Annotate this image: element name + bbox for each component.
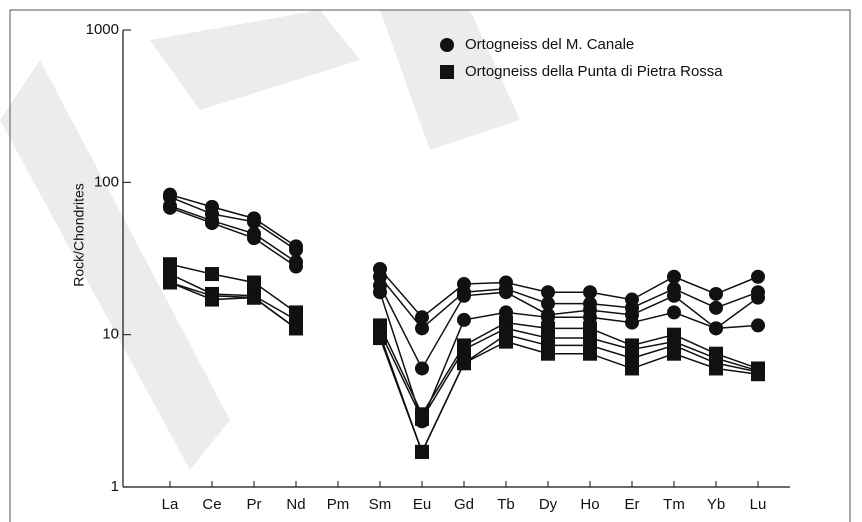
square-marker [289, 321, 303, 336]
square-marker [247, 290, 261, 305]
circle-marker [709, 286, 723, 301]
circle-marker [667, 288, 681, 303]
square-marker [415, 411, 429, 426]
legend-marker [440, 65, 454, 79]
y-axis-label: Rock/Chondrites [71, 183, 87, 287]
circle-marker [289, 259, 303, 274]
circle-marker [751, 290, 765, 305]
circle-marker [457, 288, 471, 303]
x-tick-label: Ce [202, 496, 221, 513]
circle-marker [541, 296, 555, 311]
x-tick-label: Eu [413, 496, 431, 513]
series-line [169, 273, 759, 421]
square-marker [247, 275, 261, 290]
circle-marker [163, 200, 177, 215]
y-tick-label: 1 [111, 478, 119, 495]
x-tick-label: Tm [663, 496, 685, 513]
circle-marker [751, 318, 765, 333]
circle-marker [709, 300, 723, 315]
square-marker [499, 334, 513, 349]
circle-marker [499, 285, 513, 300]
circle-marker [583, 285, 597, 300]
x-tick-label: Dy [539, 496, 558, 513]
series-line [169, 196, 759, 330]
frame [9, 9, 851, 522]
series-line [169, 193, 759, 319]
series-line [169, 263, 759, 416]
series-line [169, 207, 759, 424]
square-marker [583, 346, 597, 361]
x-tick-label: Pr [247, 496, 262, 513]
circle-marker [541, 310, 555, 325]
circle-marker [751, 269, 765, 284]
circle-marker [625, 315, 639, 330]
square-marker [205, 292, 219, 307]
circle-marker [415, 361, 429, 376]
square-marker [667, 346, 681, 361]
circle-marker [247, 231, 261, 246]
circle-marker [667, 269, 681, 284]
legend-label: Ortogneiss della Punta di Pietra Rossa [465, 63, 723, 80]
x-tick-label: Er [625, 496, 640, 513]
x-tick-label: Lu [750, 496, 767, 513]
circle-marker [457, 312, 471, 327]
circle-marker [247, 214, 261, 229]
x-tick-label: Ho [580, 496, 599, 513]
square-marker [415, 444, 429, 459]
circle-marker [415, 321, 429, 336]
square-marker [205, 267, 219, 282]
y-tick-label: 1000 [86, 21, 119, 38]
x-tick-label: Gd [454, 496, 474, 513]
square-marker [751, 367, 765, 382]
square-marker [625, 361, 639, 376]
series-line [169, 281, 759, 454]
x-tick-label: Yb [707, 496, 725, 513]
y-tick-label: 10 [102, 326, 119, 343]
x-tick-label: Pm [327, 496, 350, 513]
square-marker [373, 331, 387, 346]
legend-label: Ortogneiss del M. Canale [465, 36, 634, 53]
circle-marker [373, 285, 387, 300]
circle-marker [289, 242, 303, 257]
y-tick-label: 100 [94, 173, 119, 190]
series-line [169, 205, 759, 371]
circle-marker [667, 305, 681, 320]
x-tick-label: Tb [497, 496, 515, 513]
circle-marker [709, 321, 723, 336]
legend-marker [440, 38, 454, 52]
x-tick-label: La [162, 496, 179, 513]
watermark [0, 10, 520, 470]
circle-marker [205, 216, 219, 231]
circle-marker [583, 310, 597, 325]
square-marker [541, 346, 555, 361]
square-marker [457, 356, 471, 371]
square-marker [163, 275, 177, 290]
x-tick-label: Nd [286, 496, 305, 513]
square-marker [709, 361, 723, 376]
square-marker [457, 342, 471, 357]
x-tick-label: Sm [369, 496, 392, 513]
circle-marker [415, 310, 429, 325]
circle-marker [541, 285, 555, 300]
